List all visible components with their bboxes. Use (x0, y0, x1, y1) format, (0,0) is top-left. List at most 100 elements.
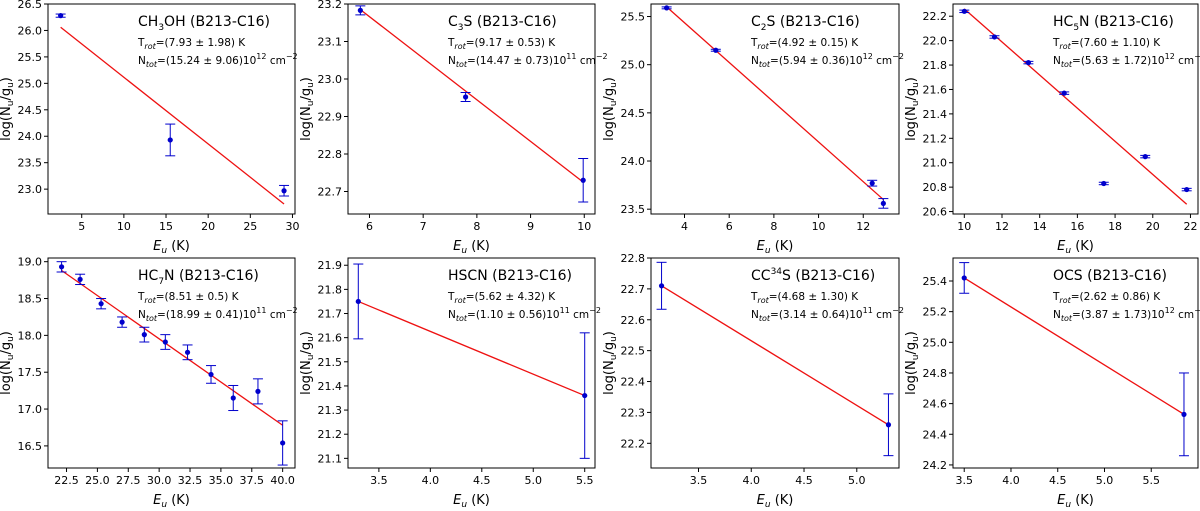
point-marker (255, 388, 261, 394)
y-tick-label: 21.8 (923, 59, 948, 72)
plot-frame (650, 257, 900, 469)
x-tick-label: 30.0 (147, 474, 172, 487)
fit-line (359, 9, 584, 183)
data-point (279, 184, 290, 197)
point-marker (162, 339, 168, 345)
x-axis-label: Eu (K) (153, 493, 190, 510)
y-tick-label: 18.0 (18, 329, 43, 342)
y-tick-label: 22.6 (621, 314, 646, 327)
x-axis-label: Eu (K) (757, 239, 794, 256)
data-point (228, 384, 239, 412)
fit-line (60, 26, 285, 205)
y-tick-label: 20.8 (923, 181, 948, 194)
y-tick-label: 21.4 (923, 108, 948, 121)
data-point (1098, 180, 1109, 187)
point-marker (1025, 60, 1031, 66)
x-axis-label: Eu (K) (453, 493, 490, 510)
data-point (252, 378, 263, 405)
data-point (277, 420, 288, 466)
point-marker (355, 298, 361, 305)
x-tick-label: 5.0 (1096, 474, 1114, 487)
data-point (56, 261, 67, 273)
point-marker (208, 371, 214, 378)
panel-title: C2S (B213-C16) (751, 14, 860, 33)
y-tick-label: 23.1 (318, 36, 343, 49)
x-tick-label: 5.5 (1142, 474, 1160, 487)
x-tick-label: 40.0 (270, 474, 295, 487)
x-tick-label: 4.0 (422, 474, 440, 487)
y-tick-label: 24.2 (923, 459, 948, 472)
x-tick-label: 9 (527, 220, 534, 233)
y-tick-label: 22.0 (923, 35, 948, 48)
y-tick-label: 22.2 (621, 437, 646, 450)
ntot-annotation: Ntot=(5.63 ± 1.72)1012 cm−2 (1053, 52, 1200, 69)
point-marker (98, 301, 104, 307)
x-axis-label: Eu (K) (757, 493, 794, 510)
x-tick-label: 4.0 (1002, 474, 1020, 487)
trot-annotation: Trot=(8.51 ± 0.5) K (137, 291, 240, 305)
trot-annotation: Trot=(9.17 ± 0.53) K (447, 37, 556, 51)
x-tick-label: 3.5 (690, 474, 708, 487)
data-point (182, 344, 193, 361)
point-marker (141, 332, 147, 338)
x-tick-label: 3.5 (955, 474, 973, 487)
data-point (867, 179, 878, 187)
panel-title: HC7N (B213-C16) (138, 268, 259, 287)
y-tick-label: 21.2 (318, 428, 343, 441)
x-tick-label: 3.5 (370, 474, 388, 487)
point-marker (230, 395, 236, 401)
fit-line (666, 6, 884, 201)
trot-annotation: Trot=(2.62 ± 0.86) K (1052, 291, 1161, 305)
y-tick-label: 24.8 (923, 367, 948, 380)
point-marker (713, 47, 719, 53)
y-tick-label: 24.0 (18, 130, 43, 143)
x-tick-label: 10 (812, 220, 826, 233)
y-tick-label: 22.2 (923, 10, 948, 23)
y-tick-label: 24.5 (18, 104, 43, 117)
point-marker (658, 283, 665, 289)
data-point (353, 263, 364, 340)
data-point (661, 5, 672, 11)
data-point (165, 123, 176, 157)
y-tick-label: 22.8 (621, 252, 646, 265)
y-axis-label: log(Nu/gu) (0, 331, 16, 395)
y-tick-label: 24.6 (923, 398, 948, 411)
y-axis-label: log(Nu/gu) (299, 331, 316, 395)
data-point (1140, 154, 1151, 160)
point-marker (58, 264, 65, 270)
x-tick-label: 5.0 (525, 474, 543, 487)
y-tick-label: 25.5 (18, 51, 43, 64)
point-marker (357, 7, 363, 13)
plot-frame (347, 3, 596, 215)
y-tick-label: 21.0 (923, 157, 948, 170)
panel-title: CH3OH (B213-C16) (138, 14, 270, 33)
y-tick-label: 23.5 (621, 203, 646, 216)
ntot-annotation: Ntot=(3.14 ± 0.64)1011 cm−2 (751, 306, 904, 323)
fit-line (358, 300, 585, 397)
trot-annotation: Trot=(7.93 ± 1.98) K (137, 37, 246, 51)
y-tick-label: 17.0 (18, 403, 43, 416)
y-axis-label: log(Nu/gu) (904, 77, 921, 141)
point-marker (1061, 90, 1067, 96)
x-tick-label: 25.0 (85, 474, 110, 487)
point-marker (880, 200, 886, 207)
x-tick-label: 22 (1183, 220, 1197, 233)
x-tick-label: 22.5 (54, 474, 79, 487)
x-tick-label: 5.5 (576, 474, 594, 487)
trot-annotation: Trot=(5.62 ± 4.32) K (447, 291, 556, 305)
x-tick-label: 4.5 (795, 474, 813, 487)
x-tick-label: 6 (726, 220, 733, 233)
x-tick-label: 27.5 (116, 474, 141, 487)
x-axis-label: Eu (K) (1057, 239, 1094, 256)
y-tick-label: 21.6 (923, 83, 948, 96)
x-tick-label: 4.0 (743, 474, 761, 487)
x-tick-label: 18 (1108, 220, 1122, 233)
x-tick-label: 14 (1033, 220, 1047, 233)
x-tick-label: 10 (957, 220, 971, 233)
trot-annotation: Trot=(4.68 ± 1.30) K (750, 291, 859, 305)
x-tick-label: 15 (159, 220, 173, 233)
y-tick-label: 23.0 (18, 183, 43, 196)
y-tick-label: 18.5 (18, 293, 43, 306)
x-tick-label: 5.0 (848, 474, 866, 487)
y-tick-label: 21.2 (923, 132, 948, 145)
